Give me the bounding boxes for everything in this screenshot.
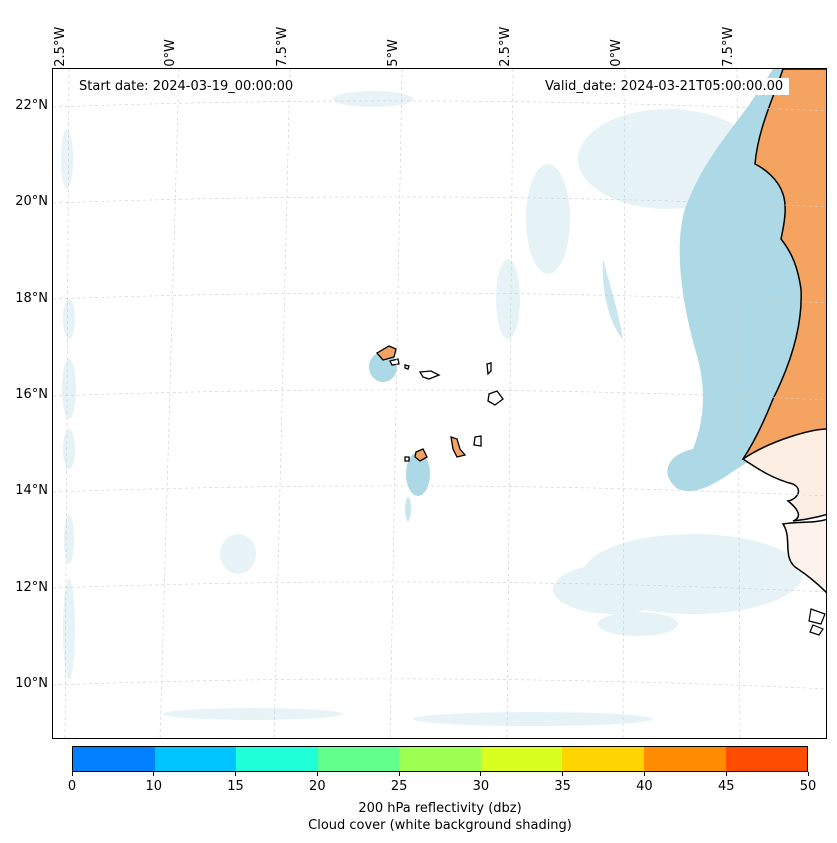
longitude-gridline — [64, 69, 70, 738]
lat-label-16n: 16°N — [15, 387, 48, 402]
colorbar-segment — [399, 747, 481, 771]
colorbar-segment — [73, 747, 155, 771]
colorbar-title-reflectivity: 200 hPa reflectivity (dbz) — [358, 801, 522, 816]
colorbar-tick-label: 15 — [227, 779, 244, 794]
cloud-cape-verde-south — [406, 452, 430, 496]
colorbar-segment — [562, 747, 644, 771]
colorbar-tick-label: 25 — [390, 779, 408, 794]
map-canvas — [61, 69, 826, 726]
land-mauritania — [741, 69, 826, 460]
reflectivity-colorbar — [72, 746, 808, 772]
land-guinea-bissau — [781, 518, 826, 594]
lat-label-10n: 10°N — [15, 676, 48, 691]
latitude-gridline — [53, 678, 826, 690]
land-senegal — [741, 428, 826, 522]
longitude-gridline — [389, 69, 403, 738]
island-santiago — [450, 436, 467, 458]
colorbar-tick-label: 40 — [636, 779, 653, 794]
colorbar-segment — [317, 747, 400, 771]
lat-label-18n: 18°N — [15, 291, 48, 306]
colorbar-tick-mark — [562, 772, 564, 776]
colorbar-tick-mark — [71, 772, 73, 776]
latitude-gridline — [53, 196, 826, 208]
colorbar-tick-mark — [316, 772, 318, 776]
land-bijagos-islands — [808, 608, 826, 636]
colorbar-title-cloud-cover: Cloud cover (white background shading) — [308, 818, 572, 833]
colorbar-tick-mark — [643, 772, 645, 776]
island-sao-nicolau — [418, 370, 441, 380]
longitude-gridline — [159, 69, 180, 738]
lat-label-12n: 12°N — [15, 580, 48, 595]
island-santo-antao — [375, 345, 397, 361]
colorbar-tick-label: 20 — [309, 779, 326, 794]
island-brava — [404, 456, 410, 462]
colorbar-segment — [725, 747, 808, 771]
colorbar-tick-label: 50 — [799, 779, 817, 794]
latitude-gridline — [53, 100, 826, 112]
colorbar-tick-label: 10 — [145, 779, 163, 794]
map-panel — [52, 68, 827, 739]
cape-verde-islands — [375, 345, 504, 462]
colorbar-segment — [480, 747, 563, 771]
longitude-gridline — [273, 69, 291, 738]
colorbar-segment — [154, 747, 237, 771]
longitude-gridline — [622, 69, 626, 738]
island-boa-vista — [487, 390, 504, 406]
latitude-gridline — [53, 485, 826, 497]
colorbar-tick-label: 35 — [554, 779, 571, 794]
island-santa-luzia — [404, 364, 410, 370]
colorbar-tick-mark — [807, 772, 809, 776]
lat-label-22n: 22°N — [15, 98, 48, 113]
graticule — [53, 69, 826, 738]
island-maio — [473, 435, 482, 447]
colorbar-tick-label: 0 — [67, 779, 77, 794]
cloud-cape-verde-south-tail — [405, 497, 411, 521]
colorbar-tick-label: 45 — [717, 779, 735, 794]
island-fogo — [414, 448, 428, 462]
island-sal — [486, 362, 492, 376]
cloud-cape-verde-north — [369, 352, 397, 382]
colorbar-tick-mark — [725, 772, 727, 776]
latitude-gridline — [53, 581, 826, 593]
lat-label-14n: 14°N — [15, 483, 48, 498]
longitude-gridline — [506, 69, 514, 738]
latitude-gridline — [53, 389, 826, 401]
colorbar-tick-mark — [235, 772, 237, 776]
start-date-label: Start date: 2024-03-19_00:00:00 — [73, 78, 300, 95]
longitude-gridline — [736, 69, 741, 738]
colorbar-tick-mark — [480, 772, 482, 776]
colorbar-segment — [643, 747, 726, 771]
colorbar-tick-mark — [398, 772, 400, 776]
valid-date-label: Valid_date: 2024-03-21T05:00:00.00 — [539, 78, 790, 95]
colorbar-tick-label: 30 — [472, 779, 490, 794]
cloud-streak — [602, 259, 623, 339]
lat-label-20n: 20°N — [15, 194, 48, 209]
colorbar-tick-mark — [153, 772, 155, 776]
latitude-gridline — [53, 292, 826, 304]
colorbar-segment — [236, 747, 318, 771]
